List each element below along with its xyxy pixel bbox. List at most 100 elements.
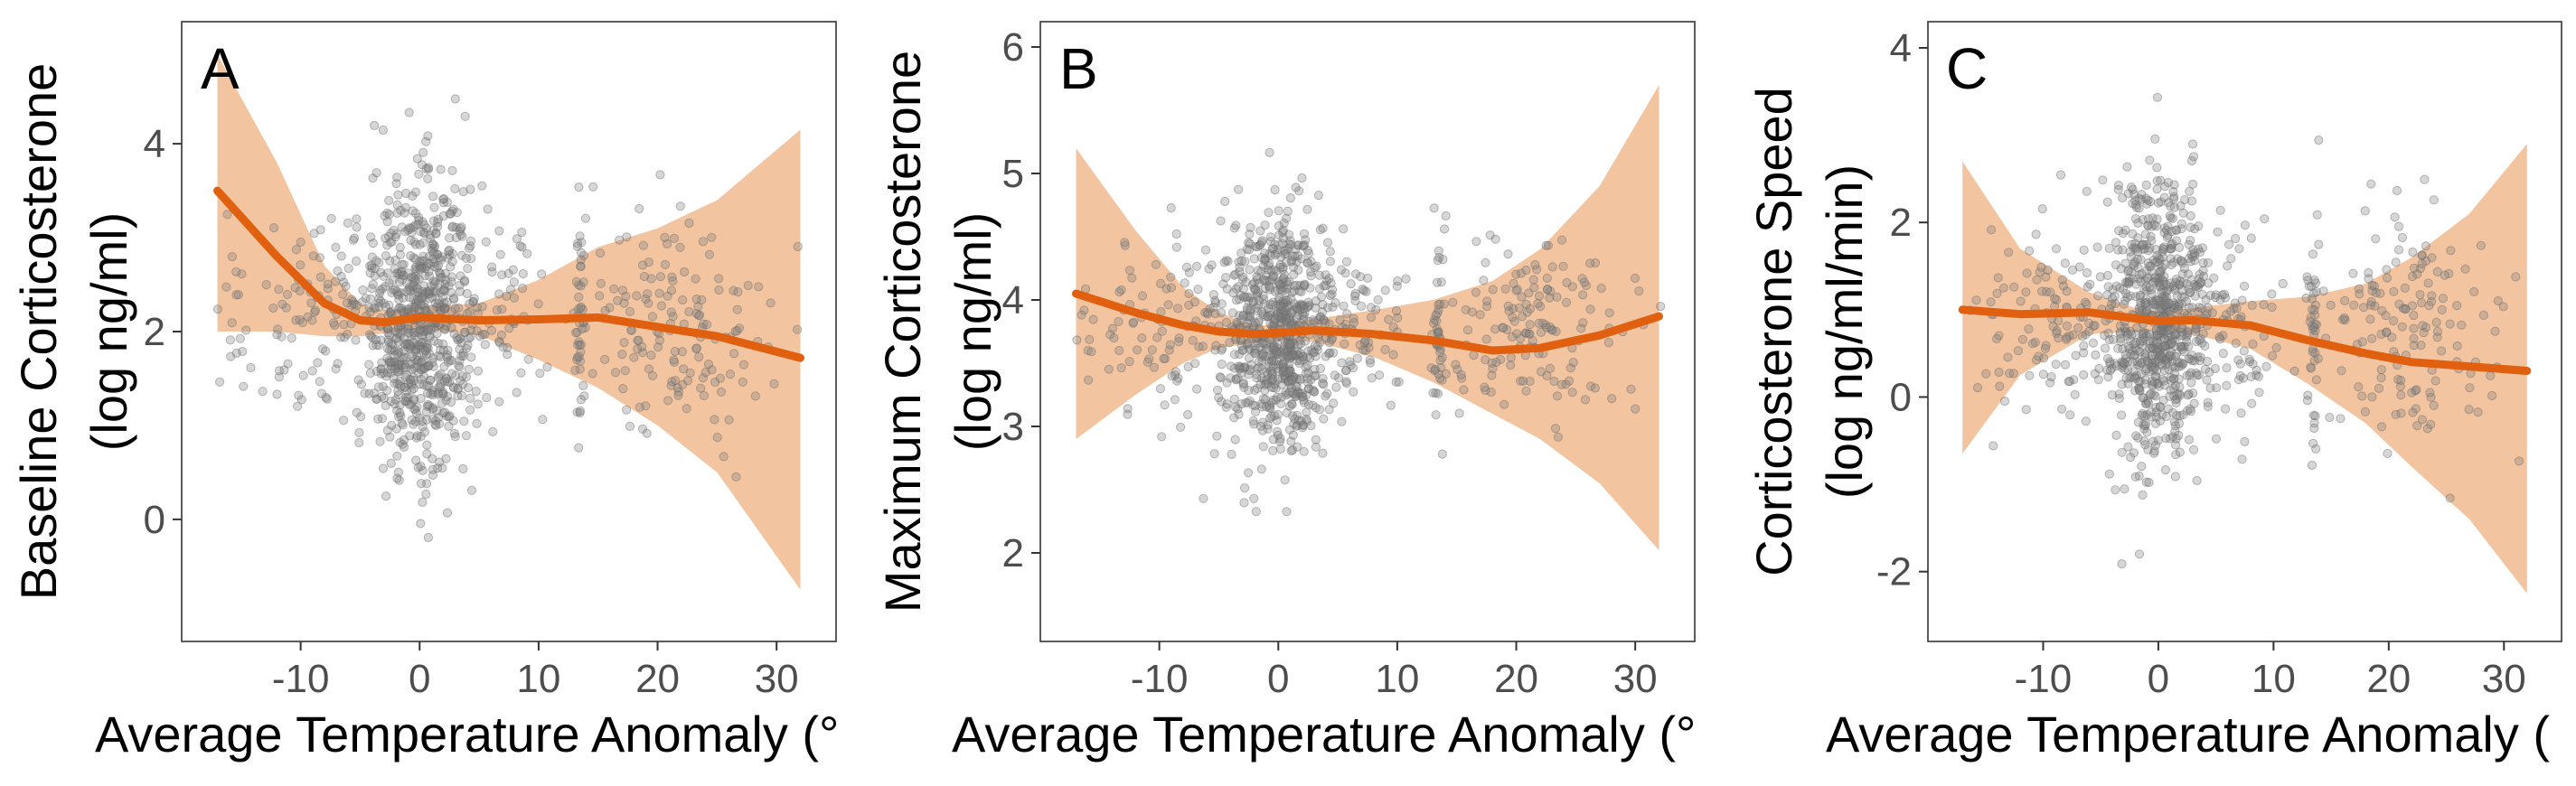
data-point — [1276, 252, 1286, 262]
data-point — [2195, 335, 2205, 345]
data-point — [1313, 191, 1324, 201]
data-point — [1254, 300, 1264, 310]
data-point — [435, 267, 445, 277]
data-point — [429, 243, 439, 253]
data-point — [463, 264, 473, 274]
data-point — [641, 294, 651, 304]
data-point — [1233, 282, 1244, 292]
data-point — [1267, 356, 1277, 366]
data-point — [2084, 318, 2094, 328]
data-point — [340, 332, 350, 342]
data-point — [435, 302, 445, 312]
data-point — [1225, 338, 1235, 348]
data-point — [307, 315, 317, 325]
data-point — [1277, 285, 1287, 295]
data-point — [1298, 420, 1308, 430]
data-point — [1272, 311, 1282, 321]
data-point — [1191, 261, 1202, 271]
data-point — [1348, 363, 1359, 373]
data-point — [2129, 339, 2139, 349]
data-point — [418, 379, 428, 389]
data-point — [2205, 383, 2215, 393]
data-point — [1272, 356, 1282, 366]
data-point — [1461, 304, 1471, 314]
data-point — [2307, 460, 2317, 471]
data-point — [1297, 391, 1307, 401]
data-point — [439, 298, 449, 308]
data-point — [1272, 342, 1282, 352]
data-point — [684, 306, 694, 317]
data-point — [421, 489, 431, 500]
data-point — [274, 366, 285, 376]
data-point — [2105, 359, 2115, 369]
data-point — [472, 418, 482, 428]
data-point — [365, 261, 375, 271]
data-point — [406, 223, 416, 233]
data-point — [421, 223, 431, 233]
data-point — [466, 485, 477, 495]
data-point — [1180, 278, 1189, 288]
data-point — [2134, 377, 2144, 387]
data-point — [2498, 302, 2508, 312]
data-point — [1263, 265, 1273, 275]
data-point — [1285, 351, 1295, 361]
data-point — [416, 365, 426, 375]
data-point — [2041, 341, 2051, 351]
data-point — [1240, 292, 1250, 303]
data-point — [432, 263, 442, 273]
data-point — [1216, 216, 1226, 226]
data-point — [2046, 372, 2056, 382]
data-point — [1273, 375, 1283, 385]
data-point — [1222, 284, 1232, 294]
data-point — [2162, 292, 2172, 302]
data-point — [1264, 248, 1274, 258]
data-point — [1172, 304, 1183, 313]
data-point — [2143, 246, 2153, 256]
data-point — [1630, 273, 1641, 284]
data-point — [710, 377, 720, 388]
data-point — [2142, 266, 2152, 276]
data-point — [2184, 284, 2194, 294]
data-point — [2440, 270, 2449, 280]
data-point — [402, 397, 413, 407]
data-point — [2161, 360, 2171, 370]
data-point — [2130, 292, 2141, 302]
data-point — [710, 415, 719, 425]
data-point — [2191, 336, 2202, 347]
data-point — [1440, 224, 1450, 234]
data-point — [2166, 340, 2176, 350]
data-point — [417, 337, 427, 347]
data-point — [2476, 240, 2486, 250]
data-point — [2021, 405, 2031, 415]
data-point — [2146, 407, 2156, 416]
data-point — [2171, 277, 2181, 287]
data-point — [376, 364, 386, 374]
data-point — [402, 339, 412, 349]
data-point — [233, 290, 243, 300]
data-point — [2306, 363, 2316, 373]
data-point — [2167, 239, 2177, 248]
data-point — [1151, 259, 1161, 269]
data-point — [1254, 315, 1264, 326]
data-point — [2169, 202, 2179, 212]
data-point — [2194, 221, 2204, 231]
data-point — [1310, 370, 1320, 381]
fit-line — [213, 186, 804, 362]
data-point — [2178, 331, 2188, 341]
data-point — [416, 393, 426, 404]
data-point — [409, 396, 418, 406]
data-point — [2156, 351, 2166, 360]
data-point — [382, 208, 392, 219]
data-point — [1265, 403, 1275, 414]
data-point — [2457, 320, 2467, 330]
data-point — [2133, 233, 2143, 243]
data-point — [414, 291, 424, 301]
data-point — [2157, 343, 2167, 353]
data-point — [2152, 163, 2162, 173]
data-point — [1292, 257, 1302, 267]
data-point — [2421, 323, 2430, 332]
data-point — [2174, 301, 2184, 311]
data-point — [416, 263, 426, 273]
data-point — [1123, 409, 1133, 419]
data-point — [1235, 349, 1245, 359]
